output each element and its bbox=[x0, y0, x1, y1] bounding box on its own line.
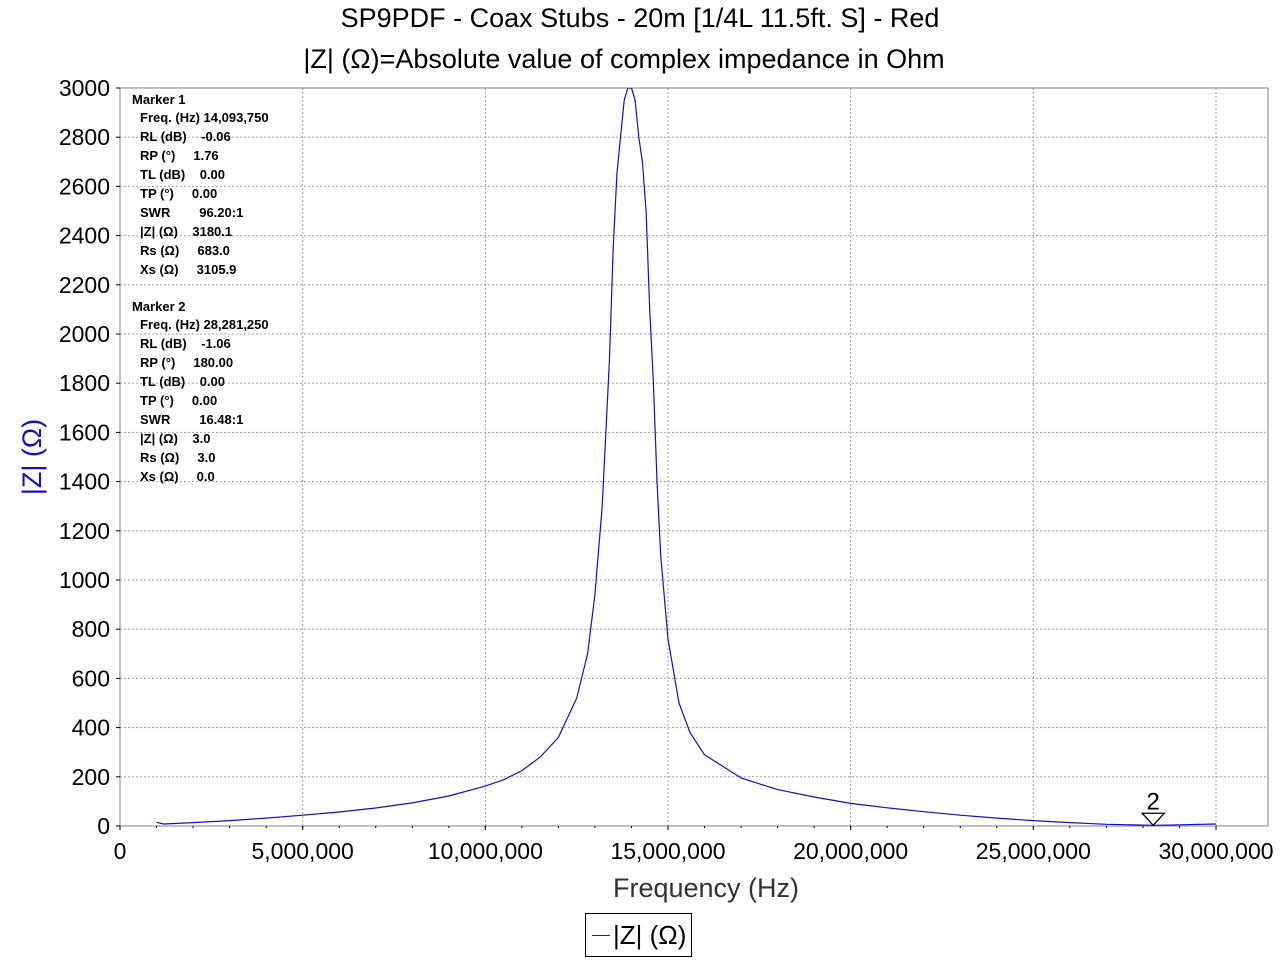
y-tick-label: 0 bbox=[97, 813, 110, 839]
x-tick-label: 0 bbox=[114, 838, 127, 864]
marker-readout: |Z| (Ω) 3.0 bbox=[140, 431, 210, 446]
x-tick-label: 30,000,000 bbox=[1158, 838, 1273, 864]
marker-readout: RP (°) 1.76 bbox=[140, 148, 219, 163]
marker-heading: Marker 2 bbox=[132, 299, 185, 314]
marker-readout: Rs (Ω) 683.0 bbox=[140, 243, 230, 258]
marker-readout: |Z| (Ω) 3180.1 bbox=[140, 224, 232, 239]
marker-readout: RL (dB) -0.06 bbox=[140, 129, 231, 144]
y-tick-label: 2400 bbox=[59, 223, 110, 249]
legend-swatch bbox=[592, 934, 610, 936]
marker-readout: SWR 96.20:1 bbox=[140, 205, 243, 220]
marker-readout: Xs (Ω) 0.0 bbox=[140, 469, 215, 484]
y-tick-label: 1000 bbox=[59, 567, 110, 593]
y-tick-label: 400 bbox=[72, 715, 110, 741]
plot-area bbox=[119, 87, 1269, 827]
marker-readout: TP (°) 0.00 bbox=[140, 393, 217, 408]
x-tick-label: 5,000,000 bbox=[252, 838, 354, 864]
marker-readout: TL (dB) 0.00 bbox=[140, 374, 225, 389]
marker-readout: Freq. (Hz) 14,093,750 bbox=[140, 110, 269, 125]
grid bbox=[120, 88, 1268, 826]
marker-readout: TL (dB) 0.00 bbox=[140, 167, 225, 182]
marker-heading: Marker 1 bbox=[132, 92, 185, 107]
y-tick-label: 1600 bbox=[59, 419, 110, 445]
y-tick-label: 2600 bbox=[59, 173, 110, 199]
x-tick-label: 15,000,000 bbox=[610, 838, 725, 864]
marker-triangle bbox=[1140, 812, 1166, 827]
marker-readout: Xs (Ω) 3105.9 bbox=[140, 262, 236, 277]
marker-readout: RP (°) 180.00 bbox=[140, 355, 233, 370]
markers: Marker 1 Freq. (Hz) 14,093,750 RL (dB) -0.… bbox=[132, 92, 1166, 827]
marker-number: 2 bbox=[1147, 788, 1160, 815]
y-tick-label: 600 bbox=[72, 665, 110, 691]
x-tick-label: 20,000,000 bbox=[793, 838, 908, 864]
series-line bbox=[156, 88, 1217, 826]
x-axis-label: Frequency (Hz) bbox=[613, 873, 799, 903]
legend: |Z| (Ω) bbox=[585, 913, 692, 957]
marker-readout: Freq. (Hz) 28,281,250 bbox=[140, 317, 269, 332]
axes: 0 5,000,000 10,000,000 15,000,000 20,000,000… bbox=[59, 75, 1274, 864]
y-tick-label: 1200 bbox=[59, 518, 110, 544]
y-tick-label: 2800 bbox=[59, 124, 110, 150]
marker-readout: RL (dB) -1.06 bbox=[140, 336, 231, 351]
marker-readout: SWR 16.48:1 bbox=[140, 412, 243, 427]
x-tick-label: 10,000,000 bbox=[428, 838, 543, 864]
y-tick-label: 1400 bbox=[59, 469, 110, 495]
y-tick-label: 3000 bbox=[59, 75, 110, 101]
y-tick-label: 2200 bbox=[59, 272, 110, 298]
y-tick-label: 200 bbox=[72, 764, 110, 790]
x-tick-label: 25,000,000 bbox=[976, 838, 1091, 864]
series bbox=[156, 88, 1217, 826]
y-tick-label: 800 bbox=[72, 616, 110, 642]
y-axis-label: |Z| (Ω) bbox=[17, 419, 47, 495]
marker-readout: Rs (Ω) 3.0 bbox=[140, 450, 215, 465]
chart-subtitle: |Z| (Ω)=Absolute value of complex impeda… bbox=[303, 44, 945, 74]
marker-readout: TP (°) 0.00 bbox=[140, 186, 217, 201]
y-tick-label: 2000 bbox=[59, 321, 110, 347]
y-tick-label: 1800 bbox=[59, 370, 110, 396]
legend-entry: |Z| (Ω) bbox=[613, 919, 687, 950]
chart-title: SP9PDF - Coax Stubs - 20m [1/4L 11.5ft. … bbox=[340, 3, 940, 33]
